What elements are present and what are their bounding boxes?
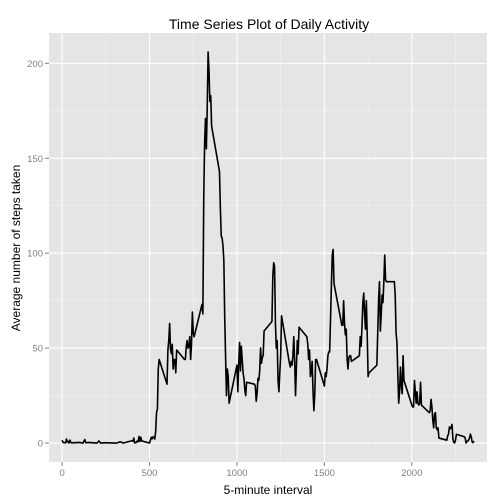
x-tick-label: 1000: [226, 468, 247, 479]
x-tick-label: 2000: [401, 468, 422, 479]
series-line: [61, 51, 475, 444]
y-tick-label: 200: [27, 59, 43, 70]
x-tick-label: 500: [142, 468, 158, 479]
y-tick-label: 50: [32, 344, 43, 355]
x-tick-label: 1500: [314, 468, 335, 479]
x-tick-label: 0: [59, 468, 64, 479]
x-axis: 0 500 1000 1500 2000: [59, 462, 422, 479]
chart-title: Time Series Plot of Daily Activity: [169, 16, 369, 32]
minor-gridlines: [49, 33, 487, 462]
x-axis-title: 5-minute interval: [224, 483, 313, 497]
y-tick-label: 150: [27, 154, 43, 165]
y-tick-label: 100: [27, 249, 43, 260]
y-axis: 0 50 100 150 200: [27, 59, 49, 450]
y-axis-title: Average number of steps taken: [9, 165, 23, 332]
major-gridlines: [49, 33, 487, 462]
y-tick-label: 0: [38, 439, 43, 450]
